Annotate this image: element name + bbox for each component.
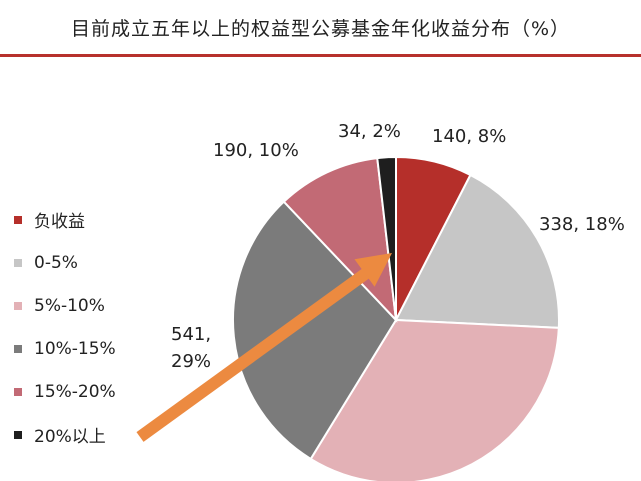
- legend-swatch: [14, 344, 22, 353]
- legend-label: 5%-10%: [34, 295, 105, 316]
- data-label: 190, 10%: [213, 140, 299, 161]
- legend-item-5-10: 5%-10%: [14, 284, 116, 327]
- chart-title: 目前成立五年以上的权益型公募基金年化收益分布（%）: [70, 18, 571, 40]
- pie-slice: [282, 156, 398, 323]
- pie-slice: [309, 318, 560, 481]
- legend-label: 10%-15%: [34, 338, 116, 359]
- legend-label: 20%以上: [34, 427, 106, 447]
- data-label: 34, 2%: [338, 121, 401, 142]
- legend-swatch: [14, 301, 22, 310]
- data-label: 338, 18%: [539, 214, 625, 235]
- legend-swatch: [14, 258, 22, 267]
- legend: 负收益 0-5% 5%-10% 10%-15% 15%-20% 20%以上: [14, 198, 116, 456]
- legend-label: 15%-20%: [34, 381, 116, 402]
- legend-item-0-5: 0-5%: [14, 241, 116, 284]
- legend-item-negative: 负收益: [14, 198, 116, 241]
- annotation-arrow-head: [354, 253, 392, 287]
- pie-slice: [232, 200, 398, 461]
- data-label: 140, 8%: [432, 126, 506, 147]
- legend-item-10-15: 10%-15%: [14, 327, 116, 370]
- legend-item-20-plus: 20%以上: [14, 413, 116, 456]
- legend-swatch: [14, 430, 22, 439]
- pie-slice: [394, 173, 560, 329]
- annotation-arrow-shaft: [136, 261, 380, 442]
- legend-swatch: [14, 215, 22, 224]
- legend-item-15-20: 15%-20%: [14, 370, 116, 413]
- data-label: 541,: [171, 324, 211, 345]
- legend-label: 负收益: [34, 212, 85, 232]
- legend-swatch: [14, 387, 22, 396]
- data-label: 29%: [171, 351, 211, 372]
- pie-slice: [376, 155, 397, 321]
- legend-label: 0-5%: [34, 252, 78, 273]
- title-rule: [0, 54, 641, 57]
